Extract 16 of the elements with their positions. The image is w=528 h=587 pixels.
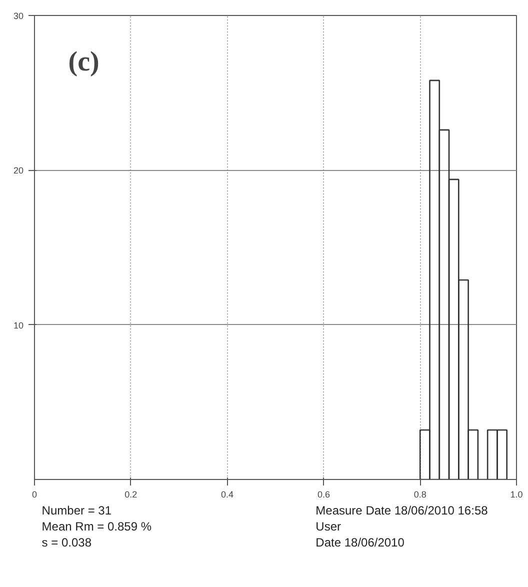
x-tick-label: 0.2	[124, 490, 138, 500]
y-tick-label: 20	[13, 166, 24, 176]
y-tick-label: 10	[13, 320, 24, 330]
x-tick-label: 0	[32, 490, 38, 500]
x-tick-label: 0.4	[221, 490, 234, 500]
text: Number = 31	[42, 504, 112, 518]
text: (c)	[68, 46, 100, 78]
x-tick-label: 0.6	[317, 490, 330, 500]
text: Date 18/06/2010	[316, 536, 405, 550]
text: Mean Rm = 0.859 %	[42, 520, 152, 534]
x-tick-label: 1.0	[510, 490, 523, 500]
y-tick-label: 30	[13, 11, 24, 21]
text: s = 0.038	[42, 536, 92, 550]
text: Measure Date 18/06/2010 16:58	[316, 504, 488, 518]
x-tick-label: 0.8	[414, 490, 426, 500]
text: User	[316, 520, 342, 534]
